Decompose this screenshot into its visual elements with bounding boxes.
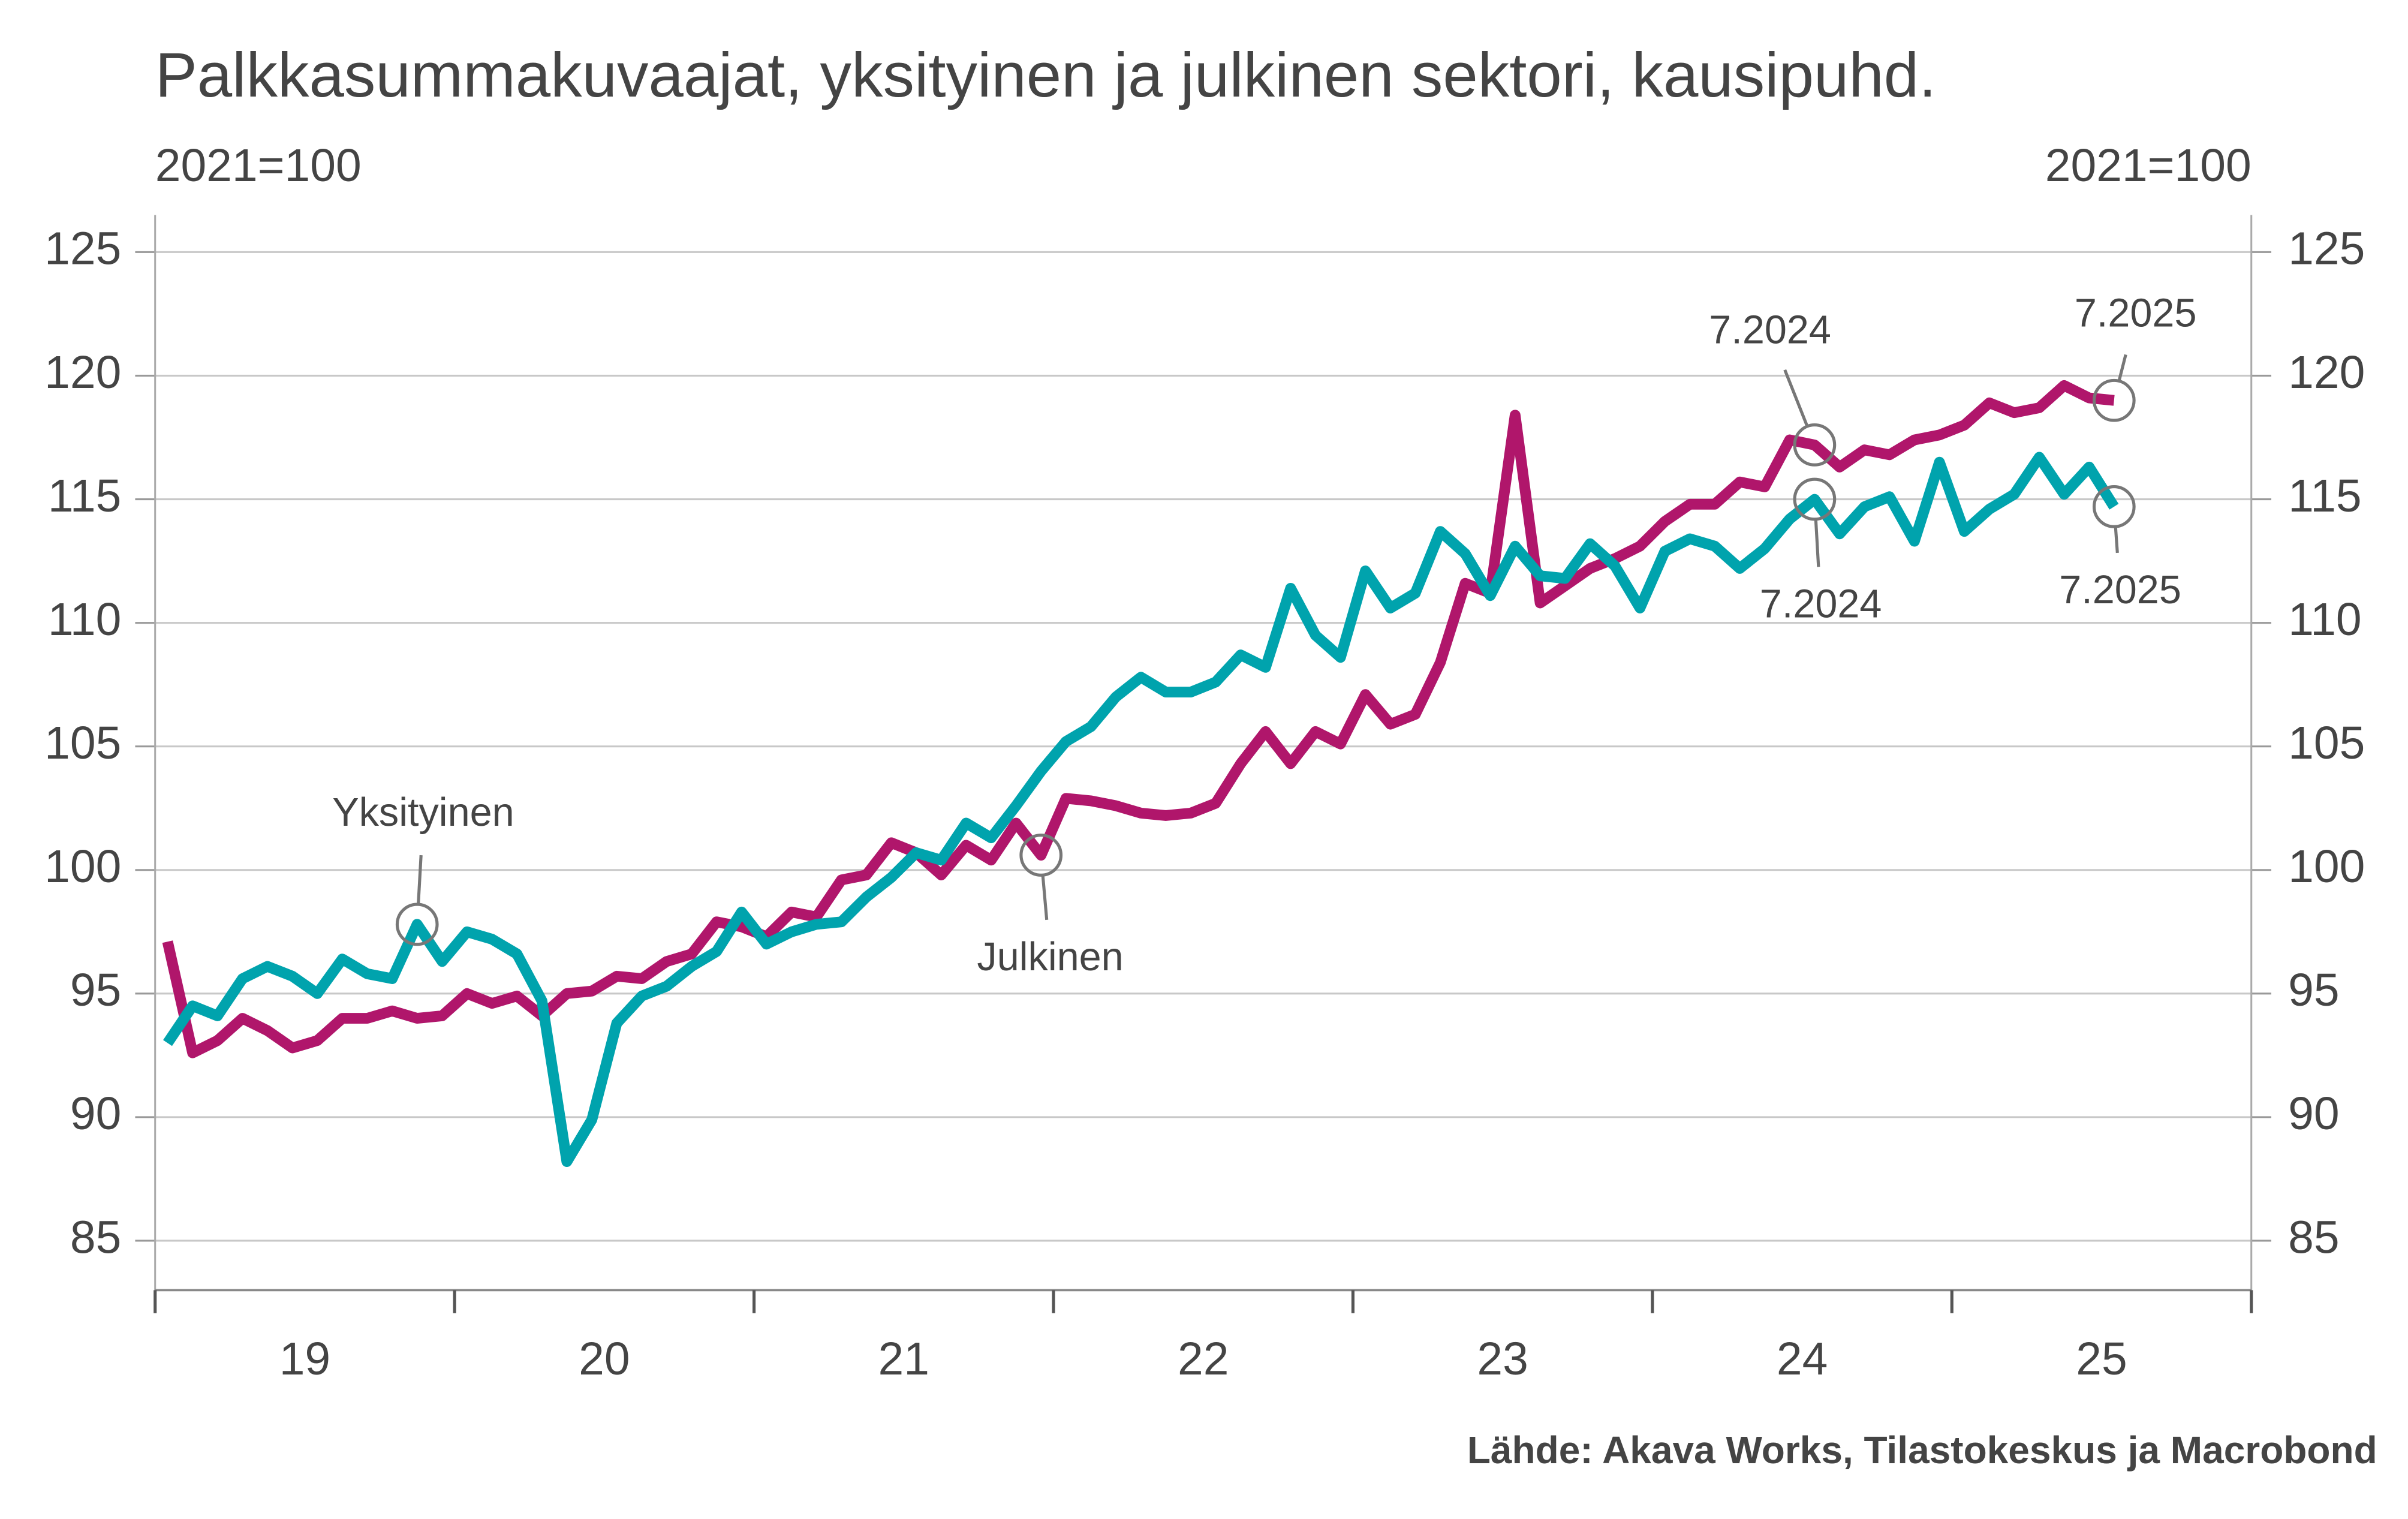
- y-tick-label: 115: [48, 470, 121, 522]
- callout-circle: [1019, 834, 1063, 877]
- series-line: [162, 380, 2115, 1058]
- callout-label: Julkinen: [977, 935, 1123, 979]
- callout-circle: [2092, 485, 2136, 528]
- y-tick-label: 85: [70, 1211, 121, 1263]
- callout-leader: [417, 855, 423, 905]
- y2-tick-label: 125: [2288, 223, 2365, 275]
- callout-label: 7.2025: [2075, 291, 2197, 335]
- y2-tick-label: 85: [2288, 1211, 2339, 1263]
- series-line: [163, 452, 2119, 1167]
- y2-tick-label: 105: [2288, 717, 2365, 769]
- y-tick-label: 105: [44, 717, 121, 769]
- callout-label: 7.2024: [1760, 582, 1882, 626]
- callout-circle: [395, 903, 439, 946]
- callout-circle: [1793, 477, 1837, 521]
- callout-label: 7.2024: [1709, 308, 1831, 352]
- callout-leader: [1814, 519, 1820, 567]
- y2-tick-label: 100: [2288, 841, 2365, 892]
- x-tick-label: 21: [878, 1333, 929, 1385]
- y2-tick-label: 95: [2288, 964, 2339, 1016]
- x-tick-label: 25: [2076, 1333, 2127, 1385]
- x-tick-label: 24: [1777, 1333, 1828, 1385]
- callout-circle: [1793, 423, 1837, 467]
- callout-leader: [1783, 369, 1809, 427]
- y2-axis-label: 2021=100: [2045, 140, 2252, 191]
- y2-tick-label: 90: [2288, 1088, 2339, 1139]
- callout-leader: [1041, 874, 1049, 921]
- callout-circle: [2092, 378, 2136, 422]
- x-tick-label: 20: [579, 1333, 630, 1385]
- x-tick-label: 22: [1178, 1333, 1229, 1385]
- callout-label: 7.2025: [2059, 568, 2181, 612]
- callout-label: Yksityinen: [332, 790, 514, 835]
- callout-leader: [2114, 526, 2119, 554]
- y2-tick-label: 120: [2288, 347, 2365, 398]
- y-tick-label: 110: [48, 594, 121, 645]
- y2-tick-label: 110: [2288, 594, 2361, 645]
- y-axis-label: 2021=100: [155, 140, 362, 191]
- x-tick-label: 23: [1477, 1333, 1528, 1385]
- source: Lähde: Akava Works, Tilastokeskus ja Mac…: [1467, 1428, 2377, 1472]
- y-tick-label: 125: [44, 223, 121, 275]
- x-tick-label: 19: [279, 1333, 330, 1385]
- chart-title: Palkkasummakuvaajat, yksityinen ja julki…: [155, 40, 1937, 110]
- y-tick-label: 100: [44, 841, 121, 892]
- y-tick-label: 120: [44, 347, 121, 398]
- y-tick-label: 95: [70, 964, 121, 1016]
- y2-tick-label: 115: [2288, 470, 2361, 522]
- y-tick-label: 90: [70, 1088, 121, 1139]
- callout-leader: [2117, 354, 2127, 382]
